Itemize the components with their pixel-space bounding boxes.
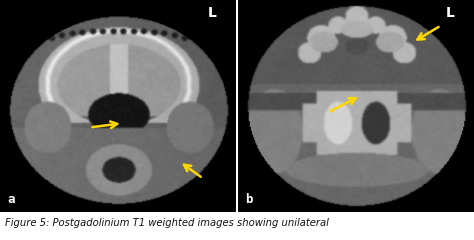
Text: Figure 5: Postgadolinium T1 weighted images showing unilateral: Figure 5: Postgadolinium T1 weighted ima… — [5, 218, 328, 228]
Text: L: L — [446, 6, 455, 20]
Text: b: b — [245, 193, 253, 206]
Text: a: a — [7, 193, 15, 206]
Text: L: L — [208, 6, 217, 20]
